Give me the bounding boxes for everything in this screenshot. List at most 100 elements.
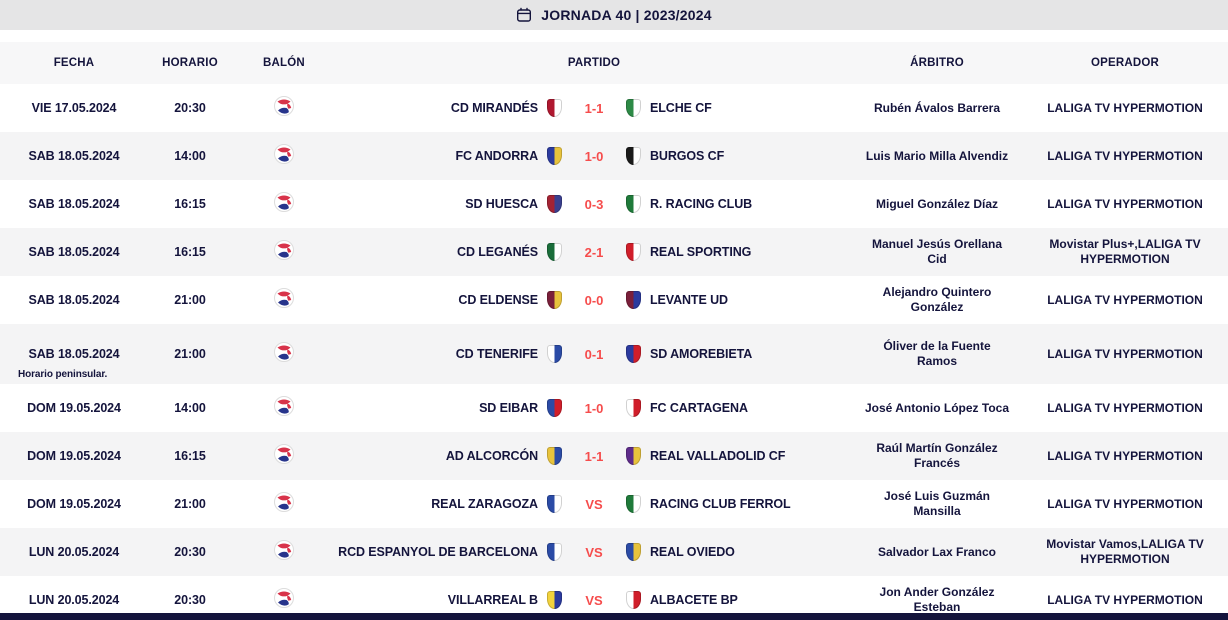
match-score: 0-0: [584, 292, 604, 308]
home-team-name[interactable]: VILLARREAL B: [447, 593, 538, 607]
match-ball-icon[interactable]: [273, 443, 295, 470]
home-crest[interactable]: [547, 291, 562, 309]
match-ball-icon[interactable]: [273, 287, 295, 314]
home-crest[interactable]: [547, 495, 562, 513]
column-header-fecha: FECHA: [53, 57, 95, 69]
match-row[interactable]: SAB 18.05.2024 21:00 CD TENERIFE 0: [0, 324, 1228, 384]
column-header-arbitro: ÁRBITRO: [910, 57, 964, 69]
away-crest[interactable]: [626, 591, 641, 609]
match-time: 21:00: [174, 347, 206, 361]
match-date: VIE 17.05.2024: [31, 101, 117, 115]
away-team-name[interactable]: REAL SPORTING: [650, 245, 752, 259]
home-crest[interactable]: [547, 447, 562, 465]
match-row[interactable]: DOM 19.05.2024 14:00 SD EIBAR 1-0: [0, 384, 1228, 432]
away-team-name[interactable]: R. RACING CLUB: [650, 197, 753, 211]
match-time: 16:15: [174, 449, 206, 463]
match-row[interactable]: LUN 20.05.2024 20:30 RCD ESPANYOL DE BAR…: [0, 528, 1228, 576]
match-date: SAB 18.05.2024: [28, 245, 120, 259]
match-ball-icon[interactable]: [273, 239, 295, 266]
home-crest[interactable]: [547, 345, 562, 363]
match-row[interactable]: LUN 20.05.2024 20:30 VILLARREAL B: [0, 576, 1228, 620]
away-crest[interactable]: [626, 543, 641, 561]
away-team-name[interactable]: FC CARTAGENA: [650, 401, 748, 415]
match-ball-icon[interactable]: [273, 341, 295, 368]
broadcast-operator: Movistar Vamos,LALIGA TV HYPERMOTION: [1046, 536, 1204, 566]
match-date: DOM 19.05.2024: [27, 497, 121, 511]
broadcast-operator: LALIGA TV HYPERMOTION: [1047, 197, 1203, 211]
match-date: SAB 18.05.2024: [28, 149, 120, 163]
match-score: 1-1: [584, 448, 604, 464]
referee-name: Miguel González Díaz: [875, 197, 998, 211]
home-crest[interactable]: [547, 195, 562, 213]
home-team-name[interactable]: CD TENERIFE: [455, 347, 538, 361]
match-row[interactable]: SAB 18.05.2024 16:15 CD LEGANÉS 2-: [0, 228, 1228, 276]
match-ball-icon[interactable]: [273, 95, 295, 122]
match-ball-icon[interactable]: [273, 587, 295, 614]
match-time: 20:30: [174, 101, 206, 115]
away-team-name[interactable]: REAL OVIEDO: [650, 545, 735, 559]
match-ball-icon[interactable]: [273, 539, 295, 566]
match-score: VS: [585, 544, 603, 560]
home-team-name[interactable]: CD LEGANÉS: [457, 245, 538, 259]
away-crest[interactable]: [626, 147, 641, 165]
matchday-title: JORNADA 40 | 2023/2024: [541, 7, 712, 23]
away-team-name[interactable]: RACING CLUB FERROL: [650, 497, 791, 511]
calendar-icon: [516, 7, 532, 23]
home-crest[interactable]: [547, 147, 562, 165]
match-row[interactable]: VIE 17.05.2024 20:30 CD MIRANDÉS 1: [0, 84, 1228, 132]
broadcast-operator: LALIGA TV HYPERMOTION: [1047, 149, 1203, 163]
match-row[interactable]: SAB 18.05.2024 21:00 CD ELDENSE 0-: [0, 276, 1228, 324]
broadcast-operator: LALIGA TV HYPERMOTION: [1047, 401, 1203, 415]
match-row[interactable]: SAB 18.05.2024 16:15 SD HUESCA 0-3: [0, 180, 1228, 228]
away-team-name[interactable]: ALBACETE BP: [650, 593, 738, 607]
home-team-name[interactable]: AD ALCORCÓN: [445, 449, 538, 463]
match-date: SAB 18.05.2024: [28, 347, 120, 361]
home-team-name[interactable]: RCD ESPANYOL DE BARCELONA: [338, 545, 538, 559]
match-ball-icon[interactable]: [273, 143, 295, 170]
home-crest[interactable]: [547, 591, 562, 609]
away-crest[interactable]: [626, 291, 641, 309]
away-crest[interactable]: [626, 99, 641, 117]
broadcast-operator: LALIGA TV HYPERMOTION: [1047, 497, 1203, 511]
home-team-name[interactable]: CD MIRANDÉS: [450, 101, 538, 115]
referee-name: Rubén Ávalos Barrera: [873, 101, 1001, 115]
home-team-name[interactable]: SD EIBAR: [479, 401, 538, 415]
match-row[interactable]: DOM 19.05.2024 16:15 AD ALCORCÓN 1: [0, 432, 1228, 480]
away-team-name[interactable]: LEVANTE UD: [650, 293, 728, 307]
referee-name: Salvador Lax Franco: [877, 545, 997, 559]
away-team-name[interactable]: REAL VALLADOLID CF: [650, 449, 786, 463]
match-time: 20:30: [174, 593, 206, 607]
home-crest[interactable]: [547, 543, 562, 561]
home-team-name[interactable]: CD ELDENSE: [458, 293, 538, 307]
home-crest[interactable]: [547, 243, 562, 261]
home-team-name[interactable]: SD HUESCA: [465, 197, 538, 211]
away-team-name[interactable]: ELCHE CF: [650, 101, 712, 115]
away-crest[interactable]: [626, 345, 641, 363]
referee-name: José Antonio López Toca: [864, 401, 1009, 415]
match-time: 21:00: [174, 497, 206, 511]
match-ball-icon[interactable]: [273, 491, 295, 518]
away-crest[interactable]: [626, 447, 641, 465]
match-row[interactable]: DOM 19.05.2024 21:00 REAL ZARAGOZA: [0, 480, 1228, 528]
match-score: 0-1: [584, 346, 604, 362]
referee-name: Jon Ander González Esteban: [879, 584, 995, 614]
bottom-divider-bar: [0, 613, 1228, 620]
match-score: 1-1: [584, 100, 604, 116]
home-crest[interactable]: [547, 99, 562, 117]
away-team-name[interactable]: BURGOS CF: [650, 149, 725, 163]
match-ball-icon[interactable]: [273, 395, 295, 422]
away-crest[interactable]: [626, 399, 641, 417]
away-crest[interactable]: [626, 495, 641, 513]
away-team-name[interactable]: SD AMOREBIETA: [650, 347, 753, 361]
home-team-name[interactable]: REAL ZARAGOZA: [431, 497, 538, 511]
home-team-name[interactable]: FC ANDORRA: [455, 149, 538, 163]
home-crest[interactable]: [547, 399, 562, 417]
match-date: LUN 20.05.2024: [28, 545, 120, 559]
match-ball-icon[interactable]: [273, 191, 295, 218]
away-crest[interactable]: [626, 195, 641, 213]
referee-name: Luis Mario Milla Alvendiz: [865, 149, 1009, 163]
away-crest[interactable]: [626, 243, 641, 261]
match-row[interactable]: SAB 18.05.2024 14:00 FC ANDORRA 1-: [0, 132, 1228, 180]
table-header-row: FECHA HORARIO BALÓN PARTIDO ÁRBITRO OPER…: [0, 42, 1228, 84]
match-score: 1-0: [584, 400, 604, 416]
